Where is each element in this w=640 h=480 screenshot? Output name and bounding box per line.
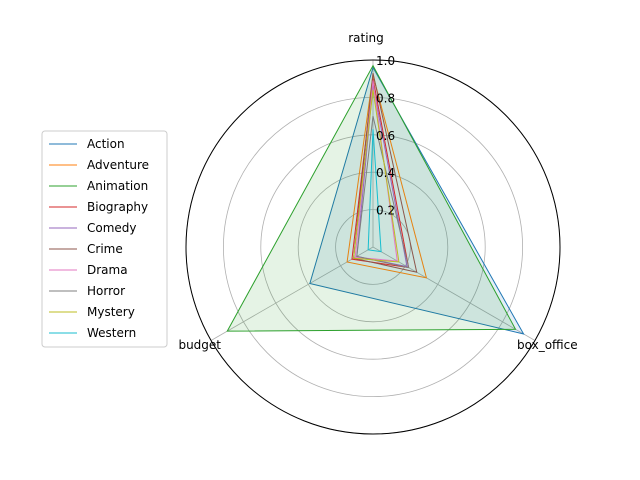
radial-tick-label: 0.4: [376, 166, 395, 180]
series-mystery: [353, 89, 400, 263]
legend-label-drama: Drama: [87, 263, 128, 277]
series-action: [309, 66, 525, 335]
legend-label-western: Western: [87, 326, 136, 340]
axis-label-box-office: box_office: [517, 338, 578, 352]
legend: Action Adventure Animation Biography Comedy C…: [41, 130, 168, 348]
series-adventure: [346, 74, 428, 279]
series-animation: [226, 64, 517, 332]
legend-label-animation: Animation: [87, 179, 148, 193]
series-western: [367, 129, 382, 253]
axis-label-budget: budget: [178, 338, 221, 352]
legend-label-adventure: Adventure: [87, 158, 149, 172]
legend-label-horror: Horror: [87, 284, 125, 298]
radial-tick-label: 1.0: [376, 54, 395, 68]
legend-label-mystery: Mystery: [87, 305, 135, 319]
legend-box: [41, 130, 168, 348]
radial-tick-label: 0.6: [376, 129, 395, 143]
grid-spoke: [372, 246, 536, 341]
series-layer: [226, 64, 525, 335]
radial-grid: [185, 59, 561, 435]
legend-label-biography: Biography: [87, 200, 148, 214]
legend-label-crime: Crime: [87, 242, 123, 256]
series-horror: [356, 115, 410, 269]
axis-labels: 0.2 0.4 0.6 0.8 1.0 rating box_office budget: [178, 31, 577, 352]
legend-label-action: Action: [87, 137, 125, 151]
series-crime: [353, 72, 418, 273]
grid-spoke: [210, 246, 374, 341]
radial-tick-label: 0.8: [376, 91, 395, 105]
legend-label-comedy: Comedy: [87, 221, 137, 235]
outer-frame: [185, 59, 561, 435]
radial-tick-label: 0.2: [376, 204, 395, 218]
axis-label-rating: rating: [348, 31, 384, 45]
